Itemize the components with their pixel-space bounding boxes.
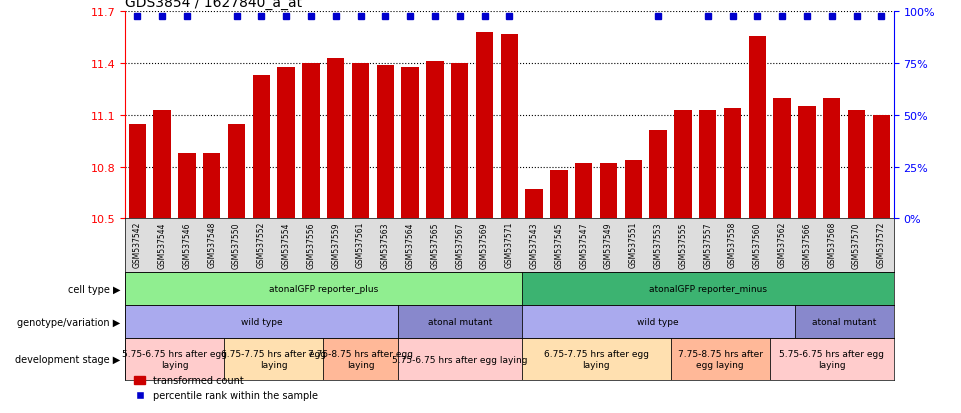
Bar [575, 164, 592, 219]
Bar [501, 35, 518, 219]
Text: GSM537551: GSM537551 [628, 221, 638, 268]
Text: GSM537543: GSM537543 [530, 221, 538, 268]
Bar [278, 67, 295, 219]
Bar [303, 64, 320, 219]
Text: GSM537546: GSM537546 [183, 221, 191, 268]
Text: GSM537568: GSM537568 [827, 221, 836, 268]
Text: GSM537550: GSM537550 [232, 221, 241, 268]
Bar [551, 171, 568, 219]
Text: GSM537555: GSM537555 [678, 221, 687, 268]
Text: GSM537562: GSM537562 [777, 221, 787, 268]
Bar [125, 273, 522, 306]
Text: atonalGFP reporter_minus: atonalGFP reporter_minus [649, 285, 767, 294]
Bar [377, 66, 394, 219]
Text: GSM537556: GSM537556 [307, 221, 315, 268]
Bar [848, 110, 865, 219]
Text: atonalGFP reporter_plus: atonalGFP reporter_plus [269, 285, 378, 294]
Text: GSM537558: GSM537558 [728, 221, 737, 268]
Text: GSM537547: GSM537547 [579, 221, 588, 268]
Text: GSM537565: GSM537565 [431, 221, 439, 268]
Bar [178, 154, 196, 219]
Bar [154, 110, 171, 219]
Text: GSM537564: GSM537564 [406, 221, 414, 268]
Text: GDS3854 / 1627840_a_at: GDS3854 / 1627840_a_at [125, 0, 302, 10]
Bar [129, 124, 146, 219]
Bar [671, 339, 770, 380]
Text: GSM537559: GSM537559 [332, 221, 340, 268]
Text: 7.75-8.75 hrs after
egg laying: 7.75-8.75 hrs after egg laying [678, 350, 763, 369]
Bar [522, 339, 671, 380]
Text: GSM537571: GSM537571 [505, 221, 514, 268]
Bar [873, 116, 890, 219]
Bar [749, 36, 766, 219]
Bar [522, 273, 894, 306]
Bar [724, 109, 741, 219]
Text: 6.75-7.75 hrs after egg
laying: 6.75-7.75 hrs after egg laying [221, 350, 326, 369]
Bar [650, 131, 667, 219]
Bar [125, 339, 224, 380]
Text: atonal mutant: atonal mutant [812, 318, 876, 327]
Text: GSM537566: GSM537566 [802, 221, 811, 268]
Text: GSM537557: GSM537557 [703, 221, 712, 268]
Text: 7.75-8.75 hrs after egg
laying: 7.75-8.75 hrs after egg laying [308, 350, 413, 369]
Text: 5.75-6.75 hrs after egg
laying: 5.75-6.75 hrs after egg laying [779, 350, 884, 369]
Text: cell type ▶: cell type ▶ [67, 284, 120, 294]
Bar [398, 306, 522, 339]
Bar [398, 339, 522, 380]
Text: wild type: wild type [240, 318, 283, 327]
Text: atonal mutant: atonal mutant [428, 318, 492, 327]
Bar [327, 59, 344, 219]
Bar [476, 33, 493, 219]
Text: GSM537549: GSM537549 [604, 221, 613, 268]
Text: GSM537544: GSM537544 [158, 221, 166, 268]
Text: GSM537569: GSM537569 [480, 221, 489, 268]
Bar [352, 64, 369, 219]
Text: 5.75-6.75 hrs after egg
laying: 5.75-6.75 hrs after egg laying [122, 350, 227, 369]
Text: GSM537572: GSM537572 [876, 221, 886, 268]
Bar [675, 110, 692, 219]
Text: 6.75-7.75 hrs after egg
laying: 6.75-7.75 hrs after egg laying [544, 350, 649, 369]
Bar [600, 164, 617, 219]
Text: GSM537567: GSM537567 [456, 221, 464, 268]
Bar [402, 67, 419, 219]
Text: GSM537570: GSM537570 [852, 221, 861, 268]
Text: GSM537548: GSM537548 [208, 221, 216, 268]
Bar [203, 154, 220, 219]
Text: GSM537542: GSM537542 [133, 221, 142, 268]
Text: development stage ▶: development stage ▶ [14, 354, 120, 364]
Text: 5.75-6.75 hrs after egg laying: 5.75-6.75 hrs after egg laying [392, 355, 528, 364]
Bar [526, 190, 543, 219]
Bar [799, 107, 816, 219]
Bar [228, 124, 245, 219]
Text: GSM537553: GSM537553 [653, 221, 663, 268]
Bar [795, 306, 894, 339]
Bar [699, 110, 716, 219]
Text: genotype/variation ▶: genotype/variation ▶ [17, 317, 120, 327]
Bar [125, 306, 398, 339]
Bar [625, 160, 642, 219]
Bar [522, 306, 795, 339]
Text: GSM537552: GSM537552 [257, 221, 266, 268]
Text: GSM537563: GSM537563 [381, 221, 390, 268]
Text: wild type: wild type [637, 318, 678, 327]
Legend: transformed count, percentile rank within the sample: transformed count, percentile rank withi… [130, 371, 322, 404]
Bar [774, 98, 791, 219]
Text: GSM537561: GSM537561 [356, 221, 365, 268]
Bar [823, 98, 841, 219]
Bar [427, 62, 444, 219]
Bar [224, 339, 323, 380]
Text: GSM537560: GSM537560 [752, 221, 762, 268]
Bar [770, 339, 894, 380]
Bar [253, 76, 270, 219]
Text: GSM537554: GSM537554 [282, 221, 290, 268]
Bar [451, 64, 468, 219]
Bar [323, 339, 398, 380]
Text: GSM537545: GSM537545 [554, 221, 563, 268]
